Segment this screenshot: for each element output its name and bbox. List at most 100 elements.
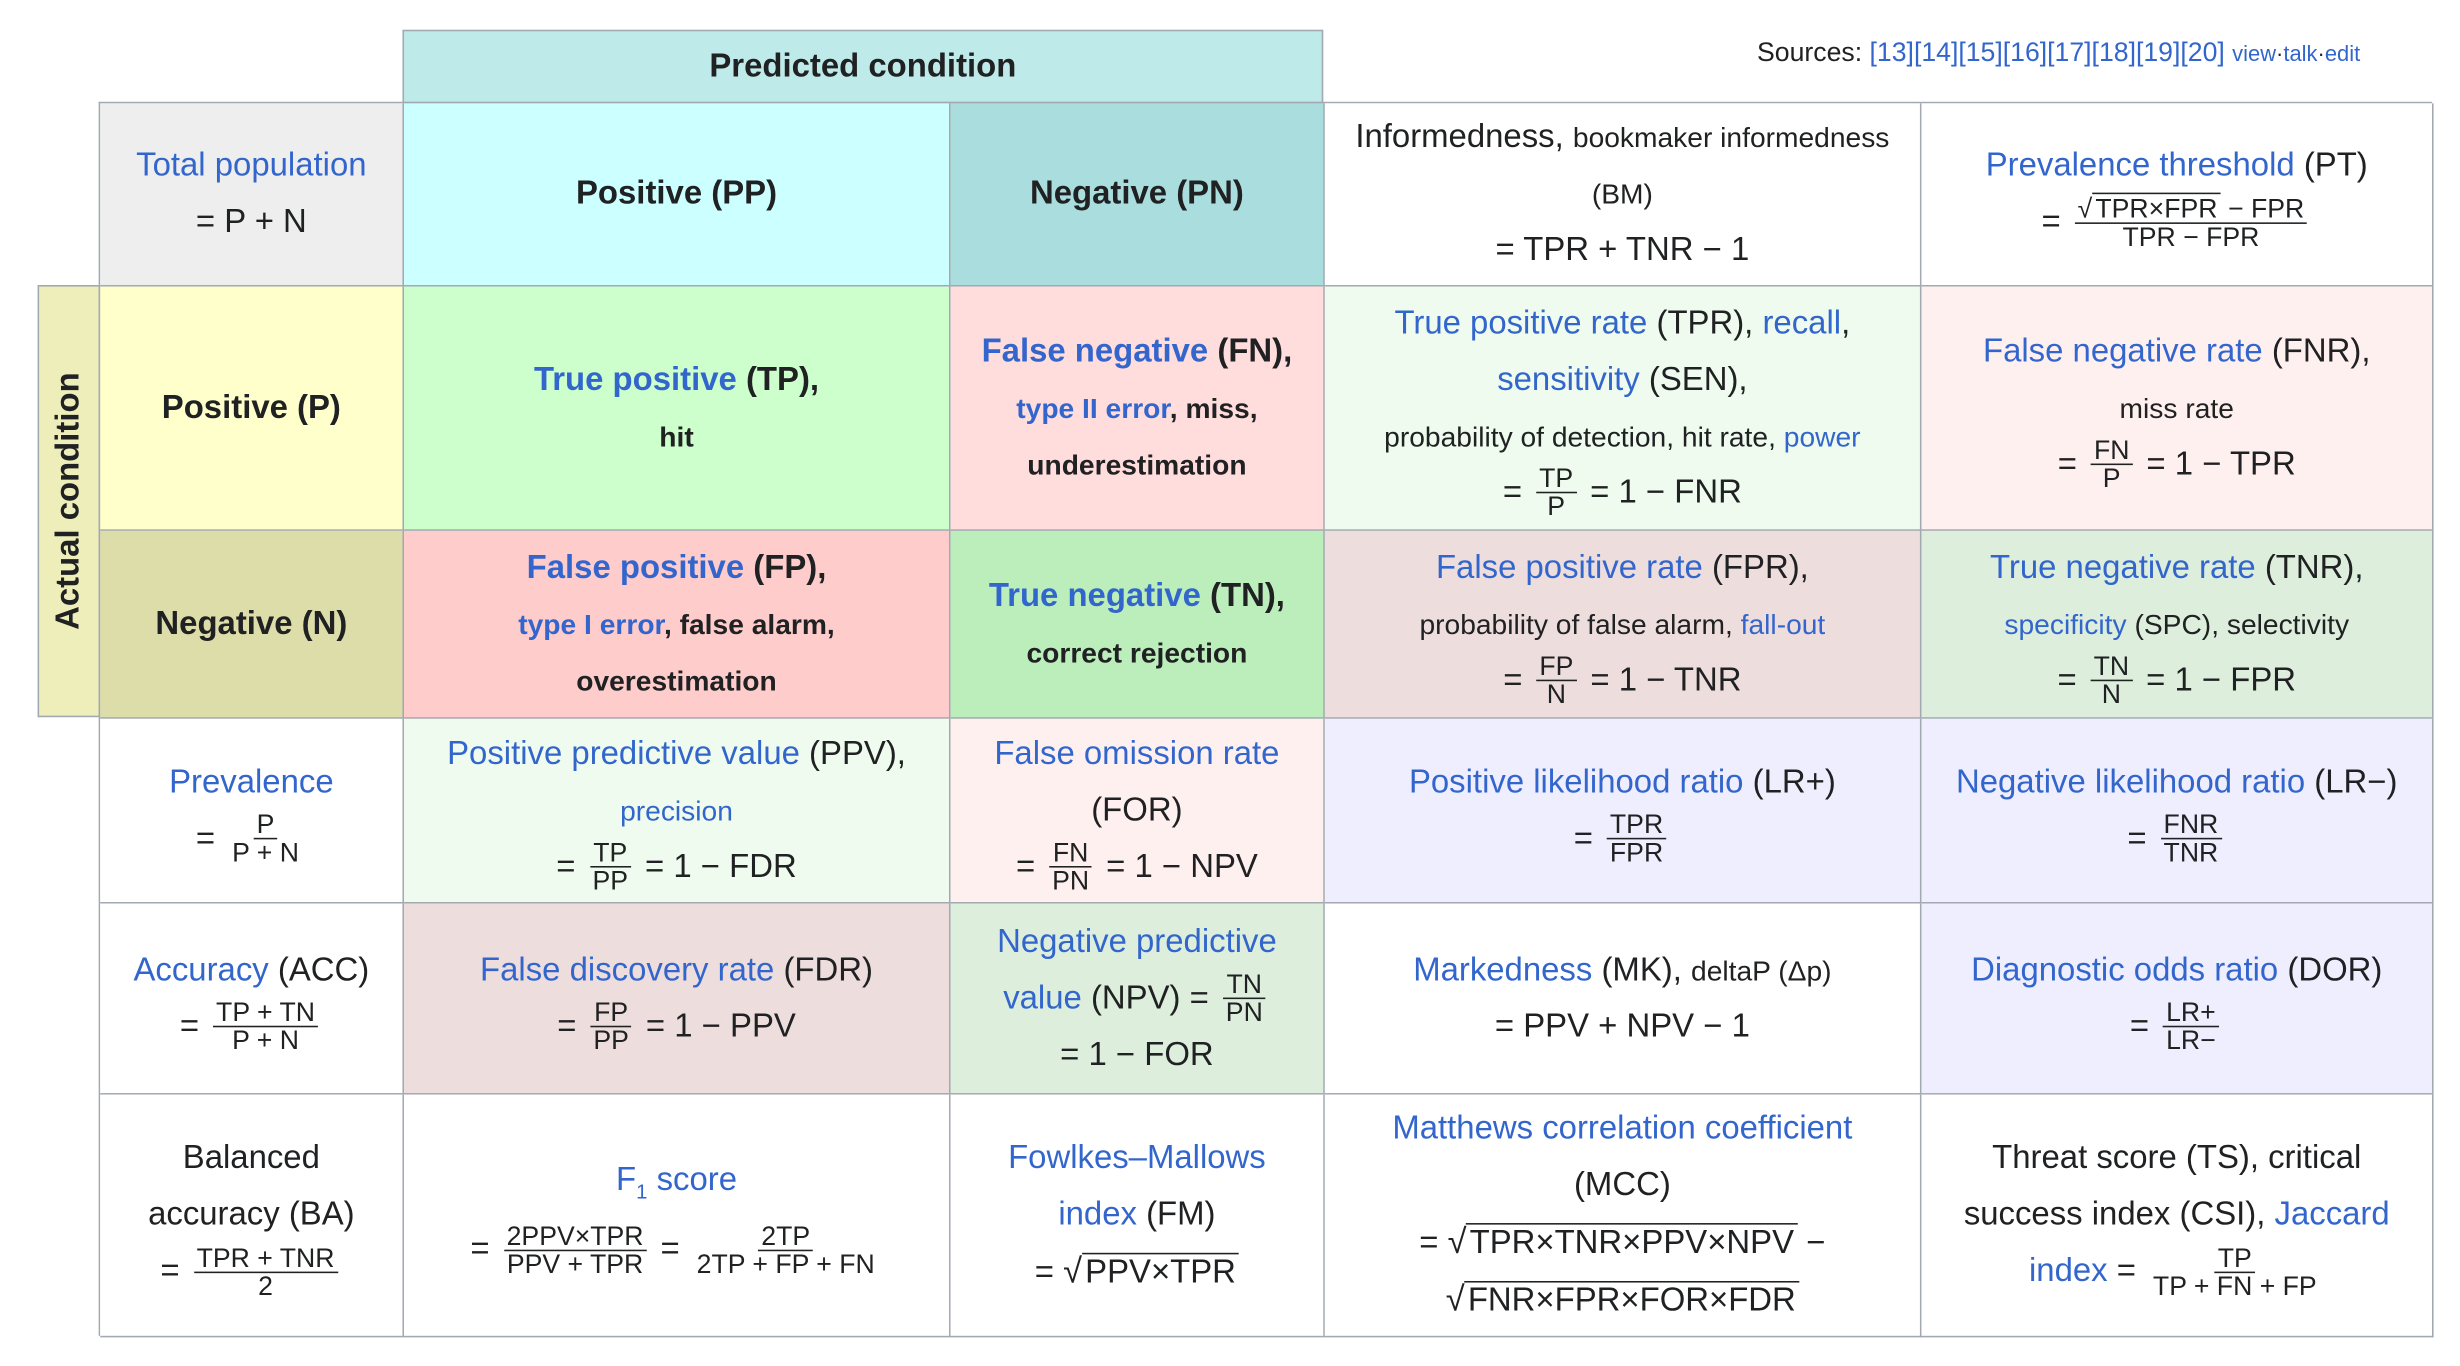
- fall-out-link[interactable]: fall-out: [1740, 608, 1826, 640]
- numerator: LR+: [2162, 1000, 2219, 1029]
- type-i-error-link[interactable]: type I error: [518, 608, 664, 640]
- predicted-negative-cell: Negative (PN): [950, 103, 1325, 287]
- lr-negative-fraction: FNR TNR: [2160, 812, 2222, 869]
- false-positive-cell: False positive (FP), type I error, false…: [404, 530, 951, 719]
- fnr-link[interactable]: False negative rate: [1982, 332, 2263, 369]
- predicted-condition-header: Predicted condition: [402, 29, 1324, 104]
- true-positive-alt: hit: [659, 420, 694, 452]
- edit-link[interactable]: edit: [2324, 40, 2361, 66]
- jaccard-link[interactable]: Jaccard: [2274, 1196, 2390, 1233]
- prevalence-threshold-link[interactable]: Prevalence threshold: [1985, 147, 2295, 184]
- npv-link-line2[interactable]: value: [1003, 979, 1082, 1016]
- equals-sign: =: [1034, 1253, 1054, 1290]
- sensitivity-link[interactable]: sensitivity: [1497, 360, 1640, 397]
- false-negative-abbr: (FN),: [1217, 332, 1293, 369]
- prevalence-link[interactable]: Prevalence: [169, 763, 334, 800]
- npv-fraction: TN PN: [1223, 972, 1266, 1026]
- npv-link-line1[interactable]: Negative predictive: [997, 923, 1277, 960]
- mcc-cell: Matthews correlation coefficient (MCC) =…: [1324, 1094, 1922, 1338]
- f1-name-pre: F: [616, 1162, 637, 1199]
- dor-link[interactable]: Diagnostic odds ratio: [1971, 951, 2279, 988]
- denominator: FPR: [1609, 838, 1664, 869]
- true-negative-link[interactable]: True negative: [988, 577, 1201, 614]
- lr-negative-abbr: (LR−): [2314, 763, 2398, 800]
- precision-link[interactable]: precision: [620, 794, 733, 827]
- f1-score-link[interactable]: F1 score: [616, 1162, 737, 1204]
- true-positive-link[interactable]: True positive: [533, 360, 737, 397]
- tpr-formula: = TP P = 1 − FNR: [1502, 464, 1742, 521]
- denominator: TNR: [2163, 838, 2219, 869]
- markedness-alt: deltaP (Δp): [1691, 954, 1832, 986]
- fdr-rest: = 1 − PPV: [645, 1007, 796, 1044]
- numerator: 2PPV×TPR: [503, 1222, 647, 1251]
- prevalence-threshold-fraction: √ TPR×FPR − FPR TPR − FPR: [2074, 192, 2308, 253]
- recall-link[interactable]: recall: [1762, 304, 1842, 341]
- mcc-formula-line2: √ FNR×FPR×FOR×FDR: [1446, 1272, 1799, 1330]
- fnr-cell: False negative rate (FNR), miss rate = F…: [1921, 286, 2434, 531]
- fowlkes-mallows-cell: Fowlkes–Mallows index (FM) = √ PPV×TPR: [950, 1094, 1325, 1338]
- markedness-cell: Markedness (MK), deltaP (Δp) = PPV + NPV…: [1324, 903, 1922, 1095]
- sources-line: Sources: [13][14][15][16][17][18][19][20…: [1757, 38, 2360, 69]
- separator: ·: [2276, 40, 2284, 66]
- sqrt-icon: √: [1447, 1221, 1467, 1261]
- separator: ·: [2317, 40, 2325, 66]
- type-ii-error-link[interactable]: type II error: [1016, 392, 1170, 424]
- numerator: 2TP: [758, 1222, 814, 1251]
- ppv-formula: = TP PP = 1 − FDR: [556, 839, 796, 895]
- dor-cell: Diagnostic odds ratio (DOR) = LR+ LR−: [1921, 903, 2434, 1095]
- false-negative-link[interactable]: False negative: [981, 332, 1209, 369]
- tnr-link[interactable]: True negative rate: [1989, 548, 2256, 585]
- sources-refs-link[interactable]: [13][14][15][16][17][18][19][20]: [1869, 37, 2225, 68]
- denominator: TP + FN + FP: [2152, 1271, 2317, 1302]
- fowlkes-mallows-link-line1[interactable]: Fowlkes–Mallows: [1008, 1139, 1266, 1176]
- equals-sign: =: [557, 1007, 577, 1044]
- actual-positive-label: Positive (P): [161, 389, 341, 426]
- accuracy-link[interactable]: Accuracy: [133, 951, 269, 988]
- accuracy-abbr: (ACC): [277, 951, 370, 988]
- actual-condition-label: Actual condition: [50, 372, 87, 630]
- pt-denominator: TPR − FPR: [2122, 222, 2260, 253]
- tnr-cell: True negative rate (TNR), specificity (S…: [1921, 530, 2434, 719]
- fowlkes-mallows-link-line2[interactable]: index: [1058, 1195, 1137, 1232]
- balanced-accuracy-line2: accuracy (BA): [148, 1196, 355, 1233]
- lr-negative-link[interactable]: Negative likelihood ratio: [1955, 763, 2306, 800]
- mcc-abbr: (MCC): [1573, 1166, 1671, 1203]
- informedness-name: Informedness,: [1355, 119, 1564, 156]
- dor-abbr: (DOR): [2287, 951, 2383, 988]
- fdr-fraction: FP PP: [590, 1000, 632, 1055]
- fnr-formula: = FN P = 1 − TPR: [2058, 436, 2296, 493]
- false-negative-alt: , miss,: [1169, 392, 1258, 424]
- power-link[interactable]: power: [1783, 420, 1861, 452]
- f1-name-sub: 1: [636, 1180, 648, 1204]
- equals-sign: =: [1502, 473, 1523, 510]
- lr-positive-formula: = TPR FPR: [1574, 810, 1671, 869]
- threat-score-fraction: TP TP + FN + FP: [2150, 1245, 2320, 1300]
- markedness-abbr: (MK),: [1601, 951, 1682, 988]
- predicted-condition-label: Predicted condition: [709, 47, 1017, 84]
- jaccard-index-link[interactable]: index: [2028, 1252, 2108, 1289]
- tnr-rest: = 1 − FPR: [2146, 661, 2297, 698]
- lr-negative-formula: = FNR TNR: [2127, 810, 2226, 869]
- total-population-link[interactable]: Total population: [136, 147, 367, 184]
- fpr-link[interactable]: False positive rate: [1435, 548, 1703, 585]
- false-positive-link[interactable]: False positive: [526, 548, 745, 585]
- markedness-link[interactable]: Markedness: [1413, 951, 1593, 988]
- tpr-link[interactable]: True positive rate: [1394, 304, 1648, 341]
- numerator: TN: [1223, 972, 1266, 1000]
- denominator: PP: [593, 1026, 629, 1057]
- fpr-abbr: (FPR),: [1711, 548, 1809, 585]
- ppv-link[interactable]: Positive predictive value: [447, 735, 800, 772]
- view-link[interactable]: view: [2232, 40, 2277, 66]
- mcc-link[interactable]: Matthews correlation coefficient: [1392, 1110, 1853, 1147]
- denominator: N: [2101, 680, 2122, 711]
- denominator: N: [1546, 680, 1567, 711]
- talk-link[interactable]: talk: [2283, 40, 2318, 66]
- specificity-link[interactable]: specificity: [2004, 608, 2127, 640]
- denominator: PN: [1052, 866, 1090, 897]
- for-link[interactable]: False omission rate: [994, 735, 1280, 772]
- for-rest: = 1 − NPV: [1106, 847, 1258, 885]
- fdr-link[interactable]: False discovery rate: [480, 951, 775, 988]
- lr-positive-link[interactable]: Positive likelihood ratio: [1408, 763, 1744, 800]
